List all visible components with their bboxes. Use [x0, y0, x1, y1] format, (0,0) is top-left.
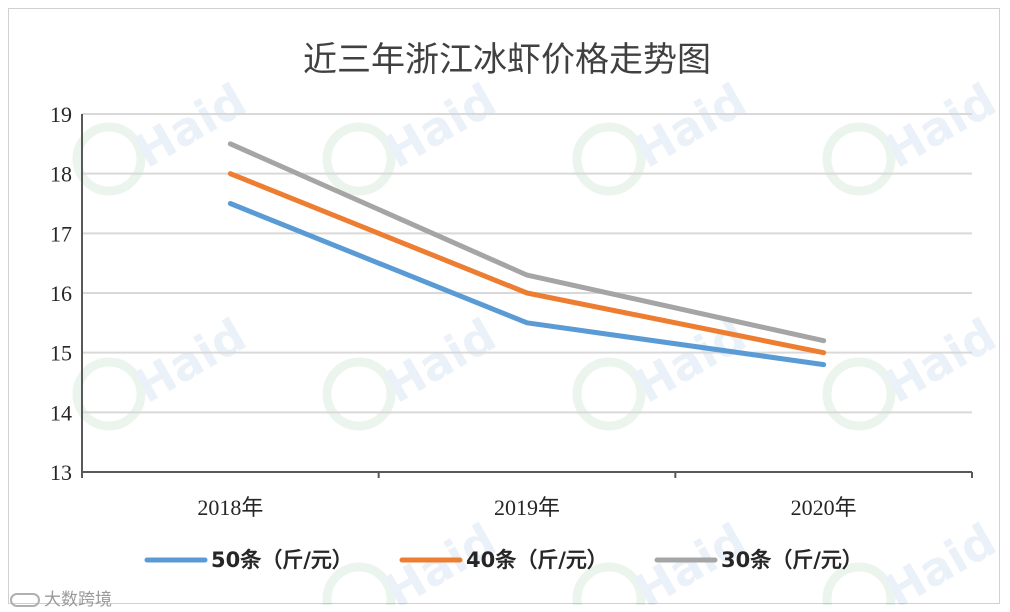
watermark-logo-icon	[322, 562, 396, 605]
watermark-text: Haid	[876, 73, 1002, 179]
legend: 50条（斤/元） 40条（斤/元） 30条（斤/元）	[144, 548, 863, 572]
watermark-logo-icon	[72, 357, 146, 431]
watermark-logo-icon	[572, 357, 646, 431]
y-tick-label: 16	[50, 281, 72, 306]
y-tick-label: 13	[50, 460, 72, 485]
watermark-logo-icon	[322, 357, 396, 431]
watermark-item: Haid	[572, 308, 755, 431]
x-axis-ticks: 2018年 2019年 2020年	[197, 495, 856, 520]
x-tick-label: 2018年	[197, 495, 263, 520]
y-tick-label: 17	[50, 221, 72, 246]
watermark-item: Haid	[72, 308, 255, 431]
legend-label: 30条（斤/元）	[721, 548, 863, 572]
watermark-logo-icon	[72, 122, 146, 196]
x-tick-label: 2019年	[494, 495, 560, 520]
watermark-logo-icon	[572, 562, 646, 605]
series-layer	[227, 141, 827, 368]
chart-title: 近三年浙江冰虾价格走势图	[303, 40, 711, 80]
y-tick-label: 18	[50, 162, 72, 187]
watermark-text: Haid	[876, 513, 1002, 605]
y-tick-label: 19	[50, 102, 72, 127]
watermark-text: Haid	[876, 308, 1002, 414]
y-tick-label: 14	[50, 400, 72, 425]
legend-label: 50条（斤/元）	[211, 548, 353, 572]
legend-label: 40条（斤/元）	[466, 548, 608, 572]
watermark-text: Haid	[376, 73, 505, 179]
watermark-item: Haid	[322, 308, 505, 431]
chart-frame: Haid Haid Haid Haid Haid Haid Haid Haid Haid Haid…	[8, 8, 1002, 605]
watermark-logo-icon	[822, 122, 896, 196]
watermark-text: Haid	[376, 308, 505, 414]
source-logo-icon	[10, 593, 40, 607]
watermark-item: Haid	[822, 308, 1002, 431]
source-text: 大数跨境	[44, 590, 112, 610]
x-tick-label: 2020年	[791, 495, 857, 520]
y-tick-label: 15	[50, 341, 72, 366]
watermark-logo-icon	[822, 357, 896, 431]
y-axis-ticks: 13 14 15 16 17 18 19	[50, 102, 72, 485]
source-tag: 大数跨境	[10, 585, 112, 610]
watermark-text: Haid	[126, 73, 255, 179]
watermark-logo-icon	[822, 562, 896, 605]
x-axis	[81, 114, 973, 478]
watermark-text: Haid	[626, 73, 755, 179]
watermark-logo-icon	[322, 122, 396, 196]
watermark-text: Haid	[126, 308, 255, 414]
watermark-logo-icon	[572, 122, 646, 196]
